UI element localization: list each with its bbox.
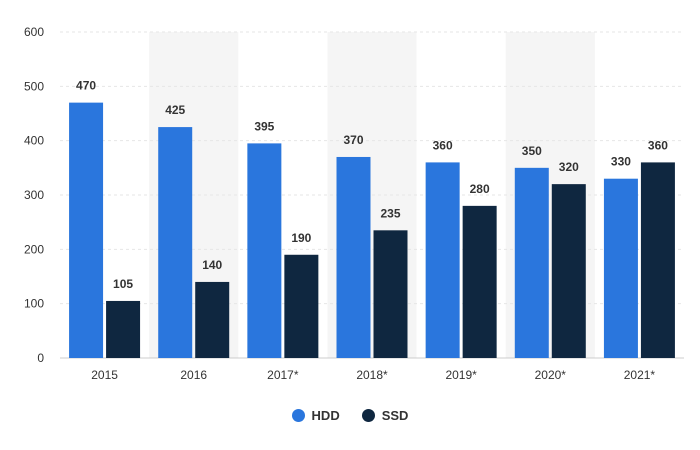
legend-item-ssd[interactable]: SSD [361,408,409,423]
data-label: 470 [76,79,96,93]
legend-swatch-hdd [291,409,305,422]
x-tick-label: 2016 [180,368,207,382]
x-tick-label: 2020* [535,368,567,382]
x-tick-label: 2017* [267,368,299,382]
bar-hdd [69,102,104,358]
data-label: 330 [611,155,631,169]
data-label: 235 [380,206,400,220]
bar-hdd [158,127,193,358]
y-tick-label: 200 [24,242,44,256]
bar-ssd [284,254,319,358]
data-label: 395 [254,119,274,133]
bar-ssd [373,230,408,358]
legend-label-ssd: SSD [381,408,409,423]
y-tick-label: 300 [24,188,44,202]
x-tick-label: 2018* [356,368,388,382]
y-tick-label: 400 [24,134,44,148]
bar-hdd [425,162,460,358]
bar-hdd [247,143,282,358]
bar-hdd [514,167,549,358]
x-tick-label: 2015 [91,368,118,382]
data-label: 190 [291,231,311,245]
bar-ssd [640,162,675,358]
y-tick-label: 0 [37,351,44,365]
y-tick-label: 600 [24,25,44,39]
legend-item-hdd[interactable]: HDD [291,408,340,423]
y-tick-label: 500 [24,79,44,93]
bar-ssd [551,184,586,358]
data-label: 370 [343,133,363,147]
data-label: 280 [470,182,490,196]
data-label: 425 [165,103,185,117]
data-label: 105 [113,277,133,291]
bar-hdd [603,178,638,358]
bar-ssd [195,281,230,358]
x-tick-label: 2021* [624,368,656,382]
bar-ssd [106,300,141,358]
x-tick-label: 2019* [445,368,477,382]
data-label: 360 [648,138,668,152]
bar-hdd [336,156,371,358]
data-label: 350 [522,144,542,158]
legend-swatch-ssd [361,409,375,422]
data-label: 320 [559,160,579,174]
bar-ssd [462,205,497,358]
legend: HDD SSD [0,408,700,423]
y-tick-label: 100 [24,297,44,311]
data-label: 360 [433,138,453,152]
data-label: 140 [202,258,222,272]
legend-label-hdd: HDD [311,408,340,423]
